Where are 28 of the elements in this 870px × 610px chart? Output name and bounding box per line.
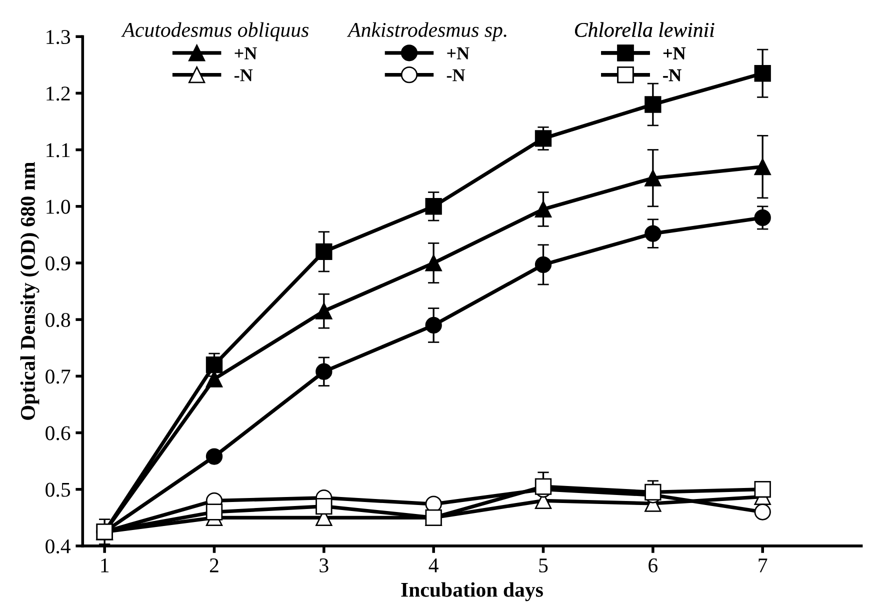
legend-label: +N [663,47,686,60]
y-tick-label: 0.4 [46,539,71,554]
legend-label: -N [446,69,466,82]
y-tick-label: 1.1 [46,143,70,158]
y-tick-label: 1.2 [46,86,70,101]
y-tick-label: 0.7 [46,370,70,384]
x-tick-label: 3 [320,558,328,572]
annotation: Acutodesmus obliquus [121,22,309,42]
x-tick-label: 1 [101,558,109,572]
y-tick-label: 0.9 [46,256,70,270]
x-tick-label: 2 [210,558,218,572]
legend-label: +N [447,47,470,60]
legend-label: -N [234,69,253,82]
y-tick-label: 1.0 [46,200,70,214]
x-tick-label: 7 [758,558,768,572]
y-tick-label: 1.3 [46,30,70,44]
legend-label: -N [663,69,682,82]
y-tick-label: 0.5 [46,482,70,497]
y-tick-label: 0.8 [46,312,70,328]
legend-label: +N [234,47,257,60]
y-axis-title: Optical Density (OD) 680 nm [20,162,40,420]
annotation: Chlorella lewinii [575,22,714,37]
annotation: Ankistrodesmus sp. [346,22,506,42]
y-tick-label: 0.6 [46,426,70,440]
x-tick-label: 6 [648,558,658,572]
x-tick-label: 5 [539,558,548,572]
x-tick-label: 4 [428,558,438,572]
x-axis-title: Incubation days [401,582,543,602]
